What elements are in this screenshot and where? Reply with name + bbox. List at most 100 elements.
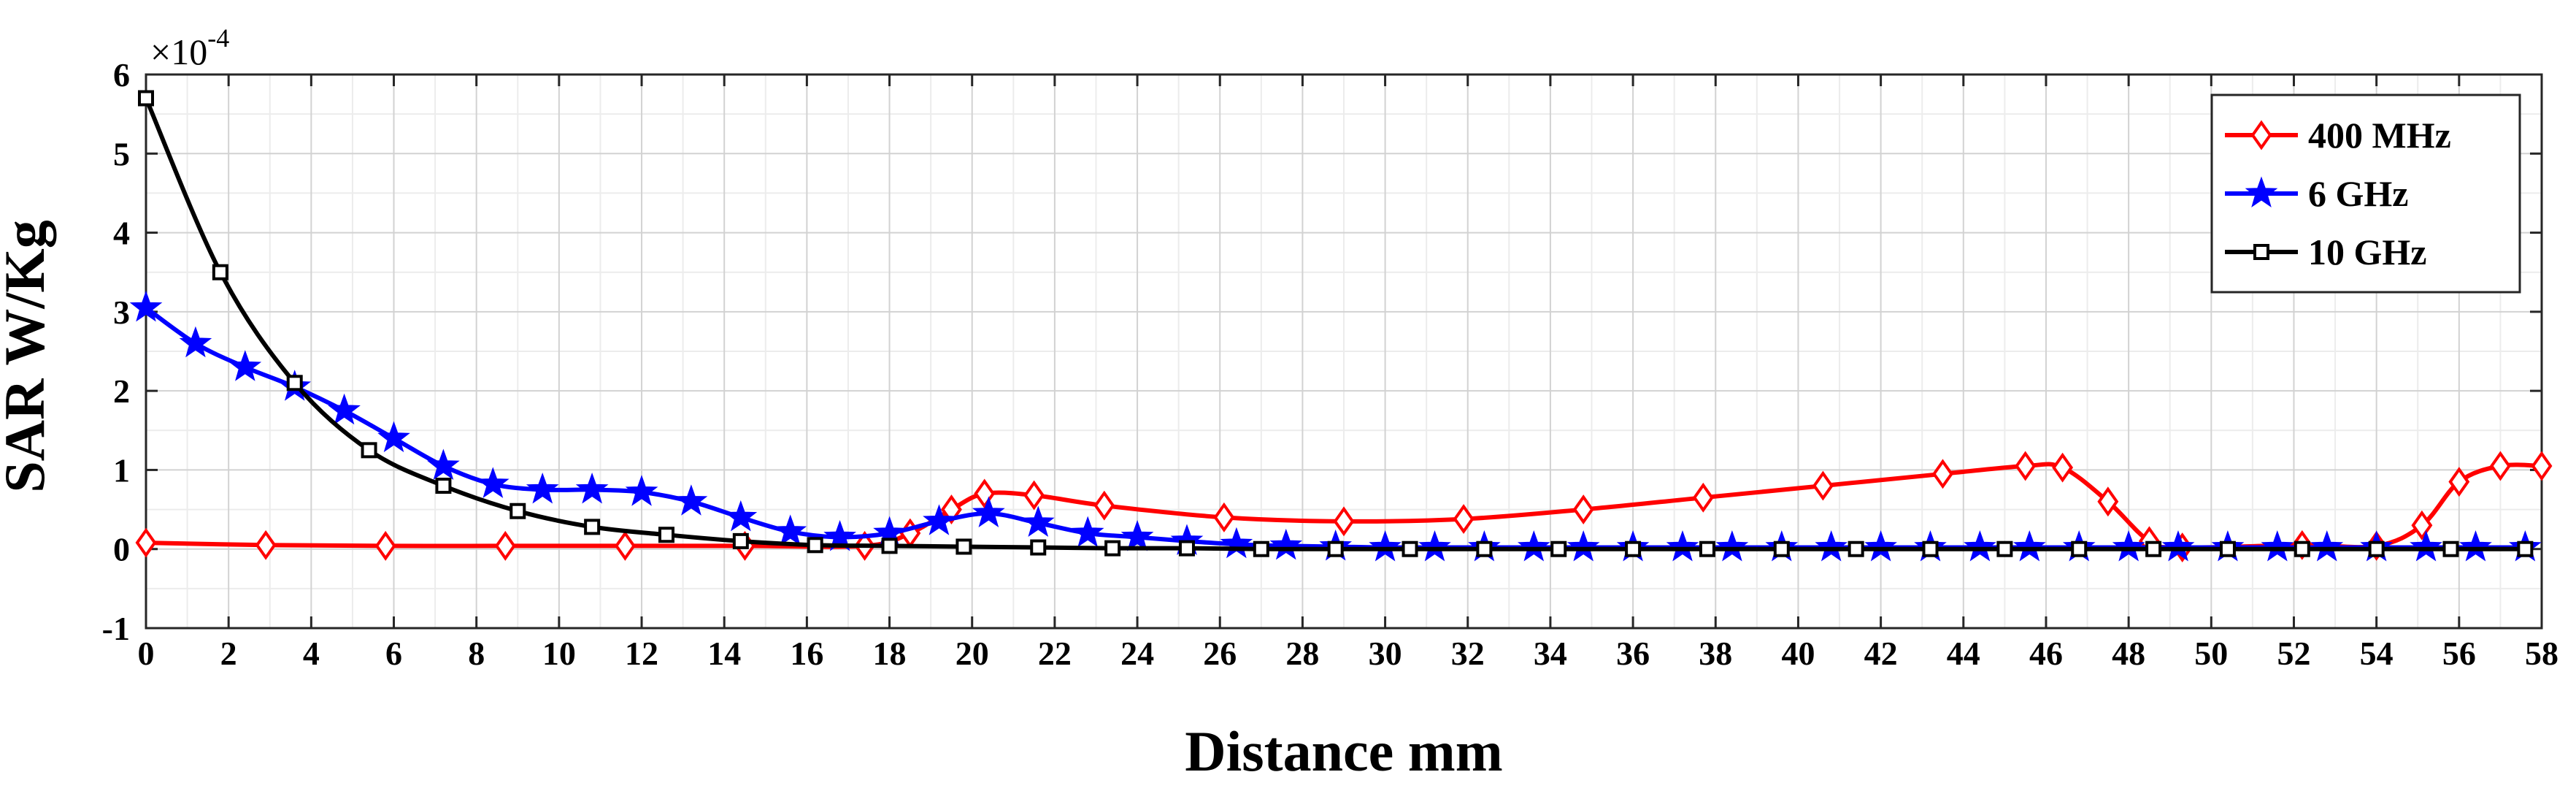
y-tick-label: 4 [113, 215, 130, 252]
data-point [1848, 540, 1864, 557]
x-tick-label: 40 [1781, 635, 1815, 672]
data-point [774, 514, 807, 546]
legend-label: 6 GHz [2308, 173, 2408, 214]
data-point [2294, 540, 2310, 557]
x-tick-label: 8 [468, 635, 485, 672]
x-tick-label: 10 [542, 635, 576, 672]
data-point [1715, 530, 1749, 562]
data-point [286, 375, 303, 391]
x-tick-label: 30 [1369, 635, 1402, 672]
y-multiplier: ×10-4 [150, 23, 229, 72]
data-point [575, 473, 609, 504]
x-tick-label: 20 [956, 635, 989, 672]
data-point [1964, 530, 1996, 562]
x-tick-label: 14 [707, 635, 741, 672]
data-point [374, 530, 396, 561]
data-point [956, 538, 972, 555]
data-point [377, 421, 410, 453]
x-tick-label: 0 [138, 635, 155, 672]
data-point [972, 496, 1005, 528]
data-point [614, 530, 636, 561]
data-point [1178, 540, 1195, 557]
data-point [1922, 540, 1939, 557]
data-point [494, 530, 516, 561]
data-point [1699, 540, 1715, 557]
plot-frame [145, 73, 2543, 630]
data-point [584, 519, 601, 535]
data-point [2459, 530, 2492, 562]
data-point [2052, 452, 2074, 483]
data-point [328, 393, 361, 425]
data-point [1517, 530, 1550, 562]
data-point [1269, 528, 1303, 560]
data-point [732, 532, 749, 549]
data-point [2517, 540, 2534, 557]
data-point [138, 90, 154, 107]
data-point [2448, 467, 2470, 497]
data-point [1071, 516, 1104, 548]
x-tick-label: 50 [2194, 635, 2228, 672]
legend-label: 10 GHz [2308, 232, 2426, 272]
data-point [658, 527, 674, 543]
data-point [2071, 540, 2088, 557]
data-point [807, 537, 823, 554]
x-tick-label: 16 [790, 635, 823, 672]
x-tick-label: 28 [1285, 635, 1319, 672]
data-point [2261, 530, 2294, 562]
data-point [1666, 530, 1699, 562]
data-point [435, 478, 452, 494]
data-point [2368, 540, 2385, 557]
x-tick-label: 22 [1038, 635, 1072, 672]
data-point [255, 530, 277, 560]
data-point [1692, 482, 1714, 513]
data-point [476, 467, 510, 498]
x-tick-label: 38 [1699, 635, 1732, 672]
x-tick-label: 4 [303, 635, 320, 672]
series-line [144, 97, 2526, 551]
data-point [1213, 502, 1235, 532]
legend-marker [2245, 176, 2278, 207]
data-point [724, 500, 758, 532]
data-point [361, 442, 377, 459]
y-multiplier-exponent: -4 [207, 23, 229, 53]
y-tick-label: 3 [113, 294, 130, 331]
y-tick-label: 5 [113, 135, 130, 172]
x-tick-label: 56 [2442, 635, 2476, 672]
data-point [1815, 530, 1848, 562]
data-point [923, 504, 956, 535]
data-point [427, 448, 460, 481]
data-point [1021, 505, 1055, 538]
data-point [1333, 506, 1355, 537]
y-tick-label: 2 [113, 372, 130, 410]
data-point [228, 350, 262, 381]
data-point [2410, 530, 2442, 562]
data-point [179, 326, 212, 358]
x-tick-label: 32 [1451, 635, 1485, 672]
data-point [625, 475, 658, 506]
data-point [129, 290, 163, 322]
data-point [2531, 451, 2553, 481]
x-tick-label: 52 [2277, 635, 2310, 672]
data-point [1550, 540, 1567, 557]
data-point [2112, 530, 2145, 562]
data-point [1453, 504, 1475, 535]
x-tick-label: 58 [2525, 635, 2558, 672]
y-multiplier-base: ×10 [150, 31, 207, 72]
x-tick-label: 34 [1534, 635, 1567, 672]
data-point [1476, 540, 1493, 557]
x-tick-label: 42 [1864, 635, 1898, 672]
data-point [135, 527, 157, 558]
data-point [2097, 486, 2119, 517]
data-point [1120, 520, 1154, 551]
data-point [2015, 451, 2037, 481]
data-point [2489, 451, 2511, 481]
series-layer [129, 90, 2553, 563]
data-point [1023, 480, 1045, 511]
x-tick-label: 36 [1616, 635, 1650, 672]
data-point [1572, 494, 1594, 525]
x-tick-label: 48 [2112, 635, 2145, 672]
data-point [1253, 540, 1269, 557]
ticks-layer: 0 2 4 6 8 10 12 14 16 18 20 22 24 26 28 30 32 34 36 38 40 42 4… [102, 56, 2558, 672]
data-point [1402, 540, 1418, 557]
